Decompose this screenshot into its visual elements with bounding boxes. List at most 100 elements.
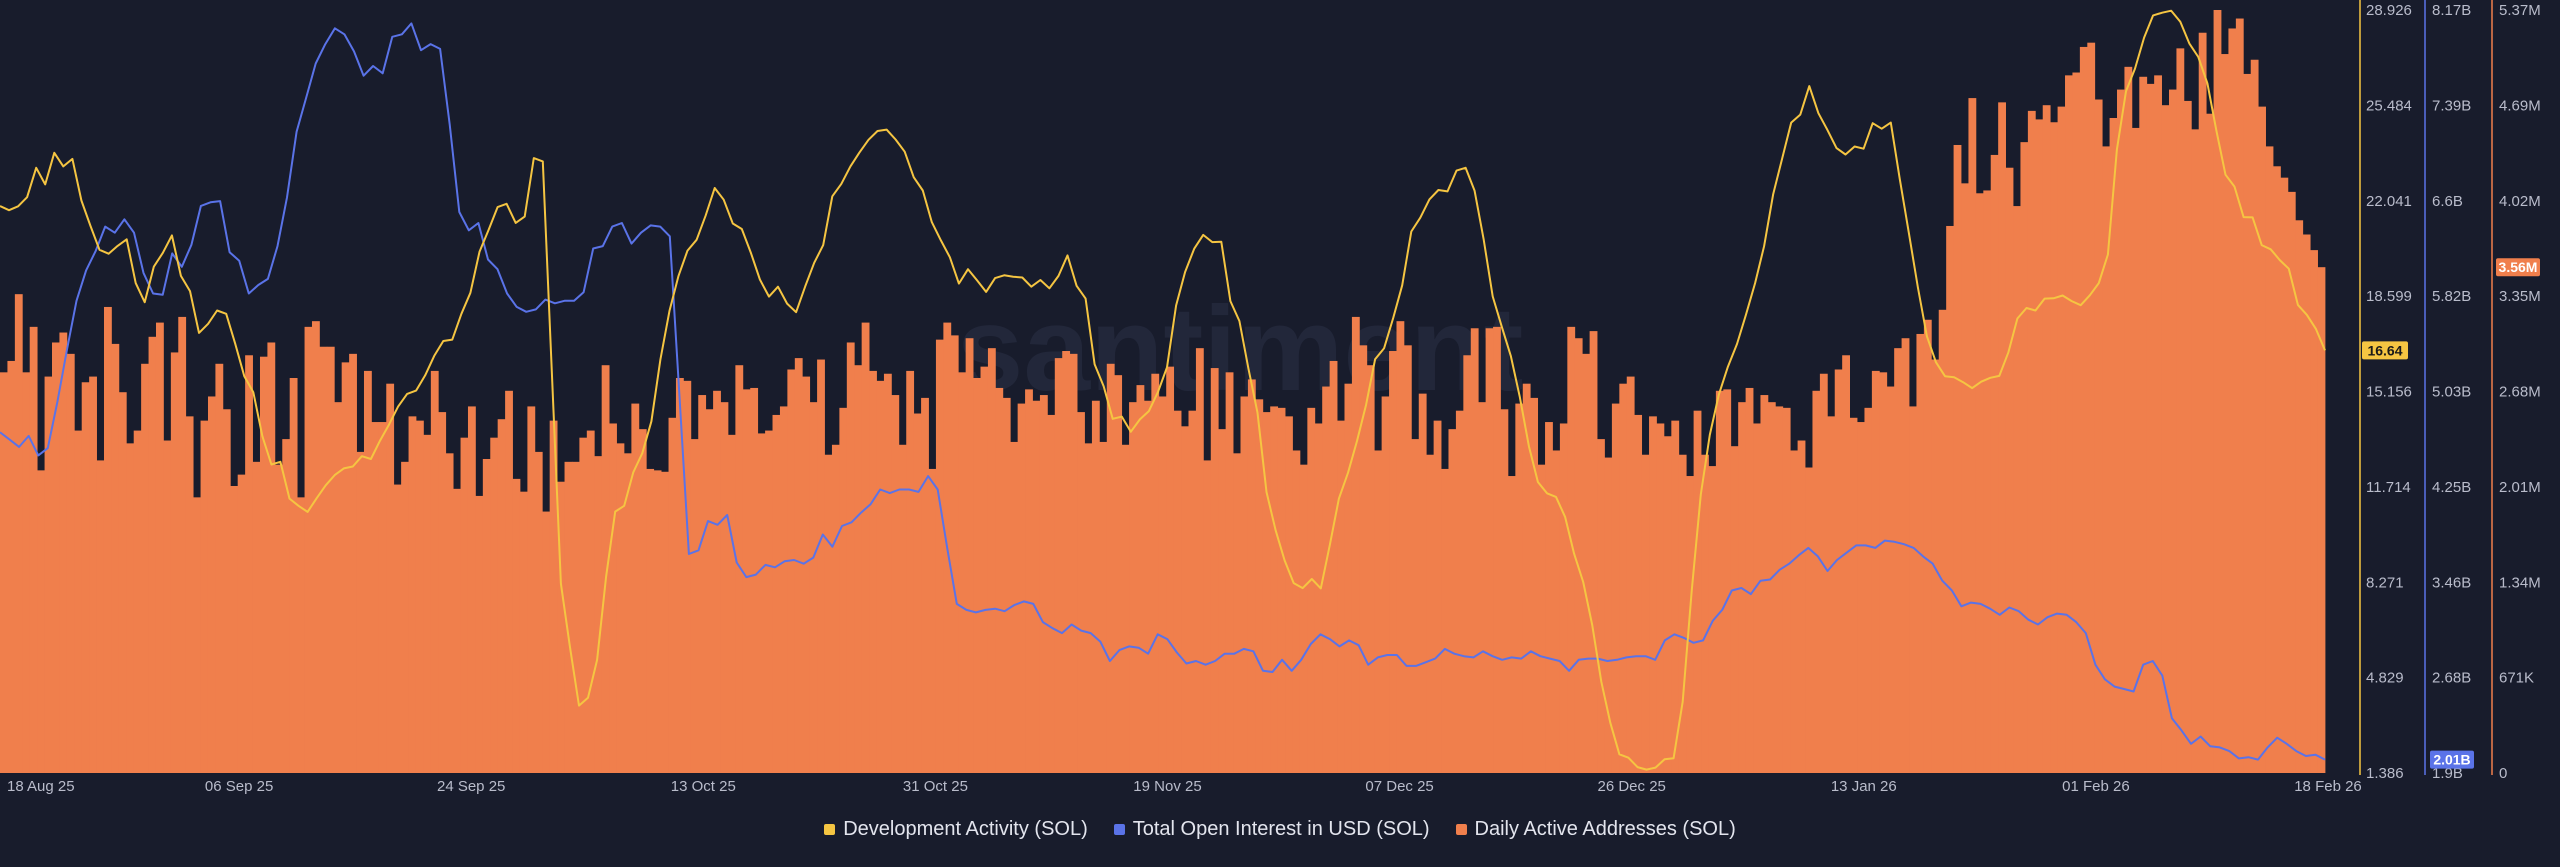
- daa-bar: [29, 326, 38, 773]
- legend-item-daily-active[interactable]: Daily Active Addresses (SOL): [1455, 818, 1736, 841]
- y-tick-label: 8.271: [2366, 574, 2404, 591]
- daa-bar: [527, 406, 536, 773]
- daa-bar: [772, 414, 781, 773]
- daa-bar: [2154, 75, 2162, 774]
- y-tick-label: 15.156: [2366, 384, 2412, 401]
- daa-bar: [2139, 76, 2148, 773]
- daa-bar: [631, 403, 640, 773]
- daa-bar: [1173, 410, 1182, 773]
- daa-bar: [356, 451, 365, 773]
- daa-bar: [817, 359, 825, 773]
- daa-bar: [965, 338, 974, 773]
- daa-bar: [1010, 441, 1019, 773]
- daa-bar: [2250, 59, 2259, 774]
- daa-bar: [646, 468, 655, 773]
- daa-bar: [2280, 177, 2289, 773]
- daa-bar: [349, 353, 357, 773]
- daa-bar: [103, 306, 112, 773]
- daa-bar: [1151, 373, 1160, 773]
- y-tick-label: 5.82B: [2432, 288, 2471, 305]
- daa-bar: [891, 395, 900, 773]
- daa-bar: [757, 433, 766, 773]
- daa-bar: [1953, 144, 1962, 774]
- daa-bar: [237, 474, 246, 773]
- daa-bar: [1337, 420, 1345, 773]
- daa-bar: [1626, 376, 1635, 773]
- legend: Development Activity (SOL) Total Open In…: [0, 818, 2560, 841]
- daa-bar: [1062, 351, 1071, 773]
- y-tick-label: 2.68B: [2432, 670, 2471, 687]
- daa-bar: [1374, 450, 1383, 773]
- daa-bar: [52, 342, 60, 773]
- bars-layer: [0, 10, 2326, 774]
- daa-bar: [1366, 365, 1375, 773]
- daa-bar: [1649, 416, 1657, 773]
- daa-bar: [668, 417, 677, 773]
- daa-bar: [2020, 142, 2029, 773]
- badge-open_interest: [2430, 750, 2474, 769]
- daa-bar: [386, 383, 395, 773]
- daa-bar: [1129, 402, 1137, 773]
- daa-bar: [497, 419, 506, 773]
- daa-bar: [1723, 389, 1732, 773]
- y-tick-label: 25.484: [2366, 97, 2412, 114]
- daa-bar: [2213, 10, 2222, 773]
- daa-bar: [2050, 122, 2058, 773]
- y-tick-label: 4.25B: [2432, 479, 2471, 496]
- daa-bar: [690, 439, 699, 773]
- daa-bar: [326, 346, 335, 773]
- daa-bar: [2102, 146, 2110, 773]
- daa-bar: [1990, 154, 1999, 773]
- daa-bar: [1114, 375, 1123, 773]
- daa-bar: [74, 430, 83, 773]
- y-tick-label: 7.39B: [2432, 97, 2471, 114]
- daa-bar: [2072, 72, 2081, 773]
- daa-bar: [1084, 443, 1093, 773]
- daa-bar: [2265, 146, 2274, 773]
- legend-swatch-dev-activity: [824, 824, 836, 835]
- daa-bar: [1715, 390, 1724, 773]
- daa-bar: [252, 461, 261, 773]
- daa-bar: [1597, 439, 1605, 773]
- daa-bar: [1039, 395, 1048, 773]
- daa-bar: [2161, 105, 2170, 773]
- daa-bar: [1998, 102, 2006, 774]
- y-tick-label: 4.829: [2366, 670, 2404, 687]
- badge-text-open_interest: 2.01B: [2433, 752, 2470, 768]
- x-tick-label: 18 Feb 26: [2294, 778, 2362, 795]
- daa-bar: [720, 402, 729, 773]
- daa-bar: [1032, 400, 1041, 773]
- y-tick-label: 4.69M: [2499, 97, 2541, 114]
- daa-bar: [765, 430, 773, 773]
- daa-bar: [579, 437, 588, 773]
- y-tick-label: 3.46B: [2432, 574, 2471, 591]
- daa-bar: [1493, 326, 1501, 773]
- daa-bar: [1589, 331, 1598, 773]
- y-tick-label: 6.6B: [2432, 193, 2463, 210]
- daa-bar: [1255, 399, 1264, 773]
- daa-bar: [1277, 407, 1286, 773]
- daa-bar: [980, 366, 989, 773]
- daa-bar: [89, 376, 97, 773]
- daa-bar: [1760, 395, 1769, 773]
- daa-bar: [1002, 397, 1011, 773]
- daa-bar: [1663, 436, 1672, 773]
- daa-bar: [1433, 420, 1442, 773]
- legend-item-open-interest[interactable]: Total Open Interest in USD (SOL): [1113, 818, 1430, 841]
- daa-bar: [467, 406, 476, 773]
- daa-bar: [1166, 366, 1175, 773]
- legend-item-dev-activity[interactable]: Development Activity (SOL): [824, 818, 1088, 841]
- daa-bar: [571, 461, 580, 773]
- daa-bar: [1448, 429, 1457, 773]
- daa-bar: [727, 434, 736, 773]
- daa-bar: [81, 382, 90, 773]
- daa-bar: [601, 365, 610, 773]
- daa-bar: [430, 370, 439, 773]
- x-tick-label: 31 Oct 25: [903, 778, 968, 795]
- x-tick-label: 06 Sep 25: [205, 778, 273, 795]
- watermark-text: santiment: [957, 282, 1524, 416]
- daa-bar: [1790, 450, 1799, 773]
- daa-bar: [1574, 338, 1583, 773]
- daa-bar: [126, 443, 135, 773]
- daa-bar: [1656, 423, 1665, 773]
